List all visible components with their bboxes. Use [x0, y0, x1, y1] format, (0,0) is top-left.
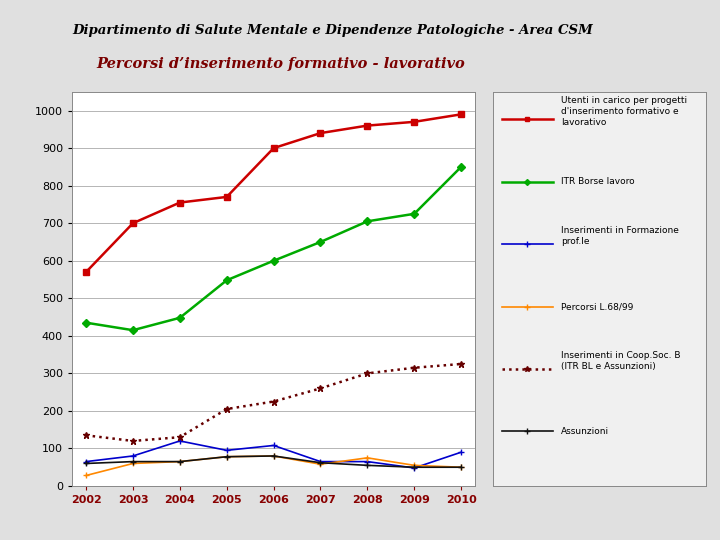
Text: ITR Borse lavoro: ITR Borse lavoro — [561, 177, 635, 186]
Text: Utenti in carico per progetti
d'inserimento formativo e
lavorativo: Utenti in carico per progetti d'inserime… — [561, 96, 688, 127]
Text: Assunzioni: Assunzioni — [561, 427, 609, 436]
Text: Inserimenti in Formazione
prof.le: Inserimenti in Formazione prof.le — [561, 226, 679, 246]
Text: Dipartimento di Salute Mentale e Dipendenze Patologiche - Area CSM: Dipartimento di Salute Mentale e Dipende… — [72, 24, 593, 37]
Text: Percorsi L.68/99: Percorsi L.68/99 — [561, 302, 634, 311]
Text: Inserimenti in Coop.Soc. B
(ITR BL e Assunzioni): Inserimenti in Coop.Soc. B (ITR BL e Ass… — [561, 351, 680, 371]
Text: Percorsi d’inserimento formativo - lavorativo: Percorsi d’inserimento formativo - lavor… — [96, 57, 465, 71]
